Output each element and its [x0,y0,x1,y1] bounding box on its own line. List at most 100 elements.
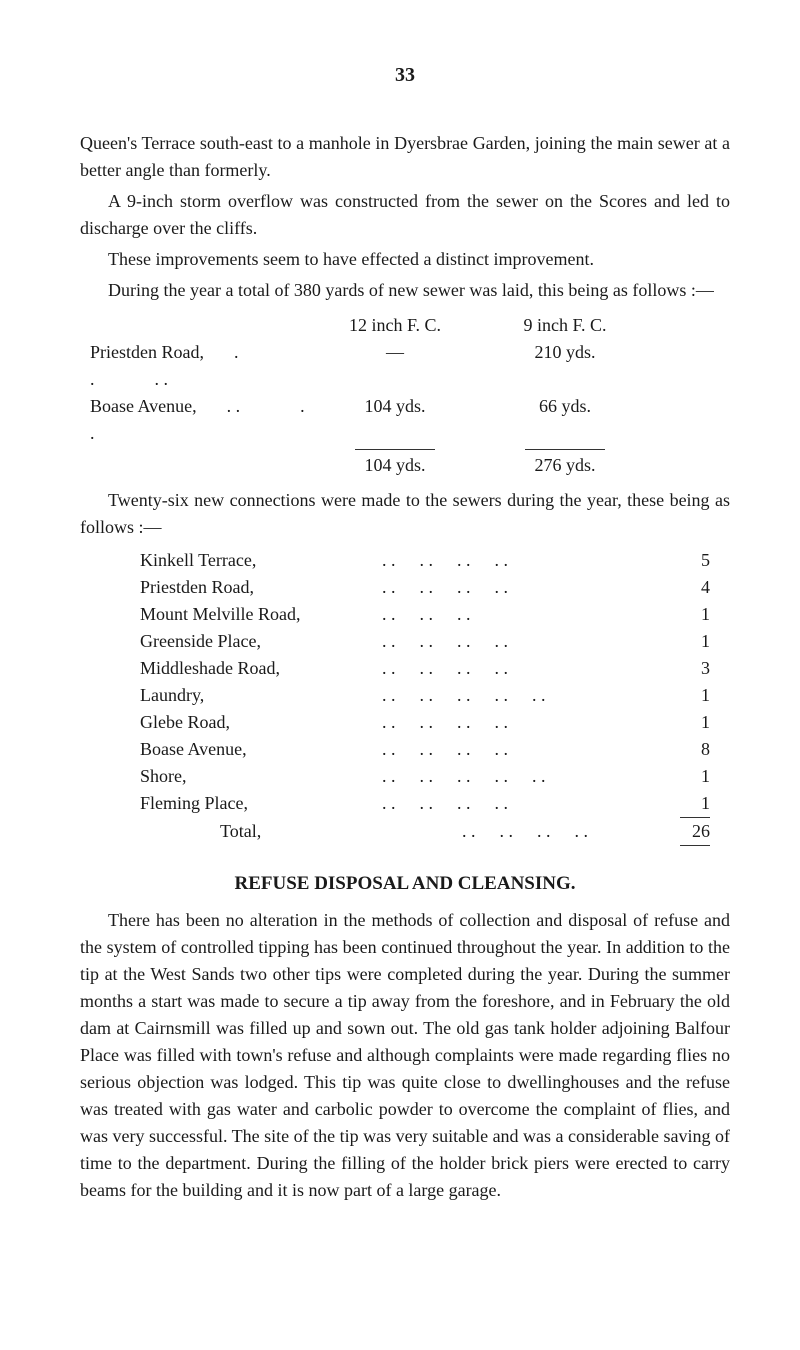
dots: . . [483,736,521,763]
list-value: 1 [670,709,730,736]
list-label: Boase Avenue, [140,736,370,763]
dots: . . [483,574,521,601]
list-total-row: Total, . .. .. .. . 26 [140,818,730,845]
rule-line [525,449,605,450]
list-label: Glebe Road, [140,709,370,736]
paragraph-6: There has been no alteration in the meth… [80,907,730,1204]
dots: . . [483,709,521,736]
row-label: Boase Avenue,. .. . [80,393,310,447]
list-value: 1 [670,628,730,655]
row-label-text: Boase Avenue, [90,396,197,416]
dots: . . [408,601,446,628]
dots: . . [370,655,408,682]
dots: . . [445,763,483,790]
list-item: Mount Melville Road, . .. .. . 1 [140,601,730,628]
list-value: 1 [670,763,730,790]
dots: . . [197,396,271,416]
dots: . . [520,763,558,790]
cell-b: 210 yds. [480,339,650,366]
list-item: Priestden Road, . .. .. .. . 4 [140,574,730,601]
dots: . . [483,547,521,574]
dots: . . [370,682,408,709]
section-heading: REFUSE DISPOSAL AND CLEANSING. [80,870,730,899]
dots: . . [563,818,601,845]
paragraph-1: Queen's Terrace south-east to a manhole … [80,130,730,184]
dots: . . [488,818,526,845]
paragraph-3: These improvements seem to have effected… [80,246,730,273]
list-value: 4 [670,574,730,601]
dots: . . [445,682,483,709]
list-label: Priestden Road, [140,574,370,601]
dots: . . [370,790,408,817]
sewer-table: 12 inch F. C. 9 inch F. C. Priestden Roa… [80,312,730,479]
dots: . . [408,682,446,709]
list-item: Shore, . .. .. .. .. . 1 [140,763,730,790]
rule-line [355,449,435,450]
dots: . . [125,369,199,389]
dots: . . [445,574,483,601]
connections-list: Kinkell Terrace, . .. .. .. . 5 Priestde… [140,547,730,846]
table-total-row: 104 yds. 276 yds. [80,452,730,479]
cell-b: 66 yds. [480,393,650,420]
list-value: 3 [670,655,730,682]
dots: . . [408,790,446,817]
list-item: Fleming Place, . .. .. .. . 1 [140,790,730,817]
paragraph-2: A 9-inch storm overflow was constructed … [80,188,730,242]
dots: . . [408,736,446,763]
dots: . . [408,574,446,601]
total-a: 104 yds. [310,452,480,479]
dots: . . [445,736,483,763]
dots: . . [483,790,521,817]
list-item: Boase Avenue, . .. .. .. . 8 [140,736,730,763]
dots: . . [483,628,521,655]
dots: . . [408,628,446,655]
list-item: Kinkell Terrace, . .. .. .. . 5 [140,547,730,574]
dots: . . [445,655,483,682]
dots: . . [370,574,408,601]
list-value: 1 [670,682,730,709]
total-label: Total, [140,818,450,845]
list-rule-row [140,845,730,846]
list-label: Kinkell Terrace, [140,547,370,574]
dots: . . [370,709,408,736]
dots: . . [483,682,521,709]
dots: . . [370,736,408,763]
list-value: 5 [670,547,730,574]
list-label: Mount Melville Road, [140,601,370,628]
dots: . . [450,818,488,845]
dots: . . [408,709,446,736]
list-item: Laundry, . .. .. .. .. . 1 [140,682,730,709]
list-value: 8 [670,736,730,763]
table-row: Priestden Road,. .. . — 210 yds. [80,339,730,393]
list-item: Glebe Road, . .. .. .. . 1 [140,709,730,736]
row-label: Priestden Road,. .. . [80,339,310,393]
dots: . . [445,709,483,736]
dots: . . [525,818,563,845]
rule-line [680,845,710,846]
list-value: 1 [670,601,730,628]
list-value: 1 [670,790,730,817]
page-number: 33 [80,60,730,90]
dots: . . [408,655,446,682]
dots: . . [445,601,483,628]
paragraph-5: Twenty-six new connections were made to … [80,487,730,541]
total-value: 26 [670,818,730,845]
col-header-b: 9 inch F. C. [480,312,650,339]
dots: . . [370,628,408,655]
list-label: Greenside Place, [140,628,370,655]
dots: . . [408,763,446,790]
cell-a: — [310,339,480,366]
cell-a: 104 yds. [310,393,480,420]
paragraph-4: During the year a total of 380 yards of … [80,277,730,304]
total-b: 276 yds. [480,452,650,479]
list-label: Shore, [140,763,370,790]
col-header-a: 12 inch F. C. [310,312,480,339]
dots: . . [370,763,408,790]
list-item: Middleshade Road, . .. .. .. . 3 [140,655,730,682]
dots: . . [445,547,483,574]
dots: . . [483,655,521,682]
dots: . . [483,763,521,790]
table-row: Boase Avenue,. .. . 104 yds. 66 yds. [80,393,730,447]
list-label: Fleming Place, [140,790,370,817]
list-label: Middleshade Road, [140,655,370,682]
